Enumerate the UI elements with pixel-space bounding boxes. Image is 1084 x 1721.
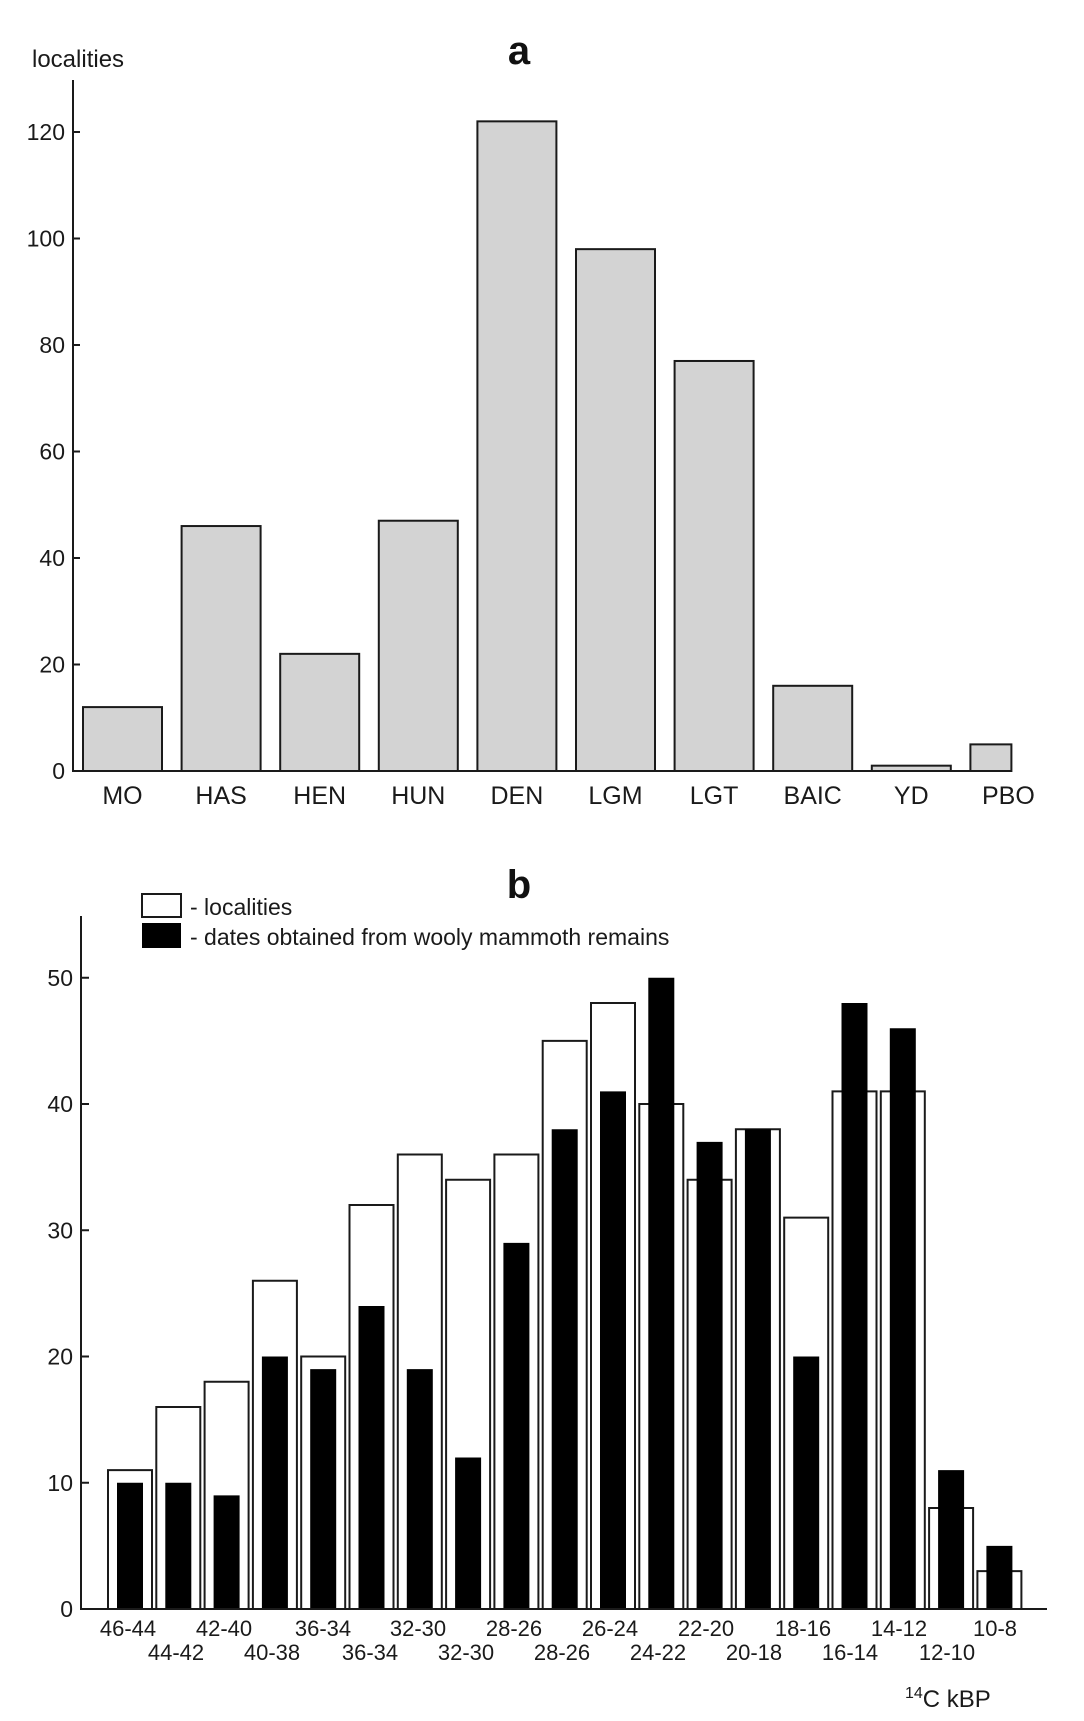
bar-dates-12-10 xyxy=(938,1470,965,1609)
x-tick-label-bottom: 32-30 xyxy=(438,1640,494,1665)
legend-swatch-dates xyxy=(142,923,181,948)
legend-label-localities: - localities xyxy=(190,894,292,920)
x-tick-label-top: 14-12 xyxy=(871,1616,927,1641)
bar-dates-28-26 xyxy=(551,1129,578,1609)
bar-dates-26-24 xyxy=(600,1091,626,1609)
legend-swatch-localities xyxy=(141,893,182,918)
bar-lgm xyxy=(575,248,656,772)
panel-a-bars xyxy=(82,120,1013,773)
bar-hun xyxy=(377,519,459,772)
x-tick-label: HAS xyxy=(195,782,246,810)
x-tick-label-bottom: 20-18 xyxy=(726,1640,782,1665)
bar-dates-32-30 xyxy=(455,1457,482,1609)
panel-b-x-tick-labels: 46-44 42-40 36-34 32-30 28-26 26-24 22-20 18-16… xyxy=(100,1616,1017,1665)
bar-dates-24-22 xyxy=(648,977,675,1609)
chart-a: a localities 0 20 40 60 80 100 120 MO HAS HEN HUN… xyxy=(27,29,1035,810)
panel-a-title: a xyxy=(508,29,531,73)
x-tick-label-bottom: 40-38 xyxy=(244,1640,300,1665)
panel-b-bars xyxy=(107,977,1023,1610)
x-tick-label-top: 36-34 xyxy=(295,1616,351,1641)
bar-dates-30-28 xyxy=(503,1242,530,1609)
bar-dates-22-20 xyxy=(696,1141,723,1609)
y-tick-label: 20 xyxy=(47,1344,73,1370)
x-tick-label: YD xyxy=(894,782,929,810)
x-tick-label: LGT xyxy=(690,782,739,810)
bar-lgt xyxy=(673,359,755,772)
y-tick-label: 80 xyxy=(39,332,65,358)
x-tick-label-top: 46-44 xyxy=(100,1616,156,1641)
x-tick-label: PBO xyxy=(982,782,1035,810)
x-tick-label-top: 32-30 xyxy=(390,1616,446,1641)
x-tick-label: HUN xyxy=(391,782,445,810)
x-tick-label-top: 10-8 xyxy=(973,1616,1017,1641)
y-tick-label: 10 xyxy=(47,1470,73,1496)
bar-dates-40-38 xyxy=(261,1356,288,1609)
x-tick-label-bottom: 12-10 xyxy=(919,1640,975,1665)
x-tick-label-top: 22-20 xyxy=(678,1616,734,1641)
y-tick-label: 120 xyxy=(27,119,65,145)
y-tick-label: 40 xyxy=(47,1091,73,1117)
y-tick-label: 0 xyxy=(52,758,65,784)
bar-dates-38-36 xyxy=(310,1369,337,1609)
bar-dates-14-12 xyxy=(889,1028,916,1609)
legend: - localities - dates obtained from wooly… xyxy=(141,893,669,950)
bar-pbo xyxy=(969,743,1013,772)
legend-label-dates: - dates obtained from wooly mammoth rema… xyxy=(190,924,669,950)
x-tick-label-bottom: 44-42 xyxy=(148,1640,204,1665)
bar-dates-46-44 xyxy=(117,1482,143,1609)
x-axis-label-superscript: 14 xyxy=(905,1685,923,1702)
panel-b-axes xyxy=(80,916,1047,1610)
x-tick-label-bottom: 24-22 xyxy=(630,1640,686,1665)
panel-b-title: b xyxy=(507,863,531,907)
x-tick-label-bottom: 28-26 xyxy=(534,1640,590,1665)
x-tick-label-top: 28-26 xyxy=(486,1616,542,1641)
x-tick-label: HEN xyxy=(293,782,346,810)
panel-a-axes xyxy=(72,80,1012,772)
bar-dates-36-34 xyxy=(358,1306,385,1609)
panel-a-y-axis-label: localities xyxy=(32,46,124,73)
y-tick-label: 60 xyxy=(39,439,65,465)
panel-a-x-tick-labels: MO HAS HEN HUN DEN LGM LGT BAIC YD PBO xyxy=(102,782,1034,810)
bar-dates-16-14 xyxy=(841,1003,868,1609)
x-tick-label: LGM xyxy=(588,782,642,810)
x-tick-label: BAIC xyxy=(784,782,842,810)
y-tick-label: 40 xyxy=(39,545,65,571)
bar-mo xyxy=(82,706,163,772)
y-tick-label: 30 xyxy=(47,1217,73,1243)
bar-dates-10-8 xyxy=(986,1545,1013,1609)
panel-a-y-ticks: 0 20 40 60 80 100 120 xyxy=(27,119,80,784)
x-axis-label-text: C kBP xyxy=(923,1686,991,1713)
panel-b-y-ticks: 0 10 20 30 40 50 xyxy=(47,965,89,1622)
y-tick-label: 100 xyxy=(27,226,65,252)
y-tick-label: 20 xyxy=(39,652,65,678)
x-tick-label-top: 42-40 xyxy=(196,1616,252,1641)
x-tick-label: MO xyxy=(102,782,142,810)
x-tick-label-top: 18-16 xyxy=(775,1616,831,1641)
bar-dates-44-42 xyxy=(165,1482,192,1609)
bar-dates-18-16 xyxy=(793,1356,820,1609)
y-tick-label: 50 xyxy=(47,965,73,991)
x-tick-label: DEN xyxy=(491,782,544,810)
bar-baic xyxy=(772,684,854,772)
y-tick-label: 0 xyxy=(60,1596,73,1622)
x-tick-label-top: 26-24 xyxy=(582,1616,638,1641)
bar-hen xyxy=(279,652,361,772)
bar-dates-42-40 xyxy=(213,1495,240,1609)
bar-den xyxy=(476,120,558,773)
bar-dates-20-18 xyxy=(744,1129,771,1609)
panel-b-x-axis-label: 14C kBP xyxy=(905,1685,991,1713)
chart-b: b - localities - dates obtained from woo… xyxy=(47,863,1047,1713)
bar-dates-34-32 xyxy=(406,1369,433,1609)
x-tick-label-bottom: 16-14 xyxy=(822,1640,878,1665)
x-tick-label-bottom: 36-34 xyxy=(342,1640,398,1665)
bar-has xyxy=(180,525,262,772)
